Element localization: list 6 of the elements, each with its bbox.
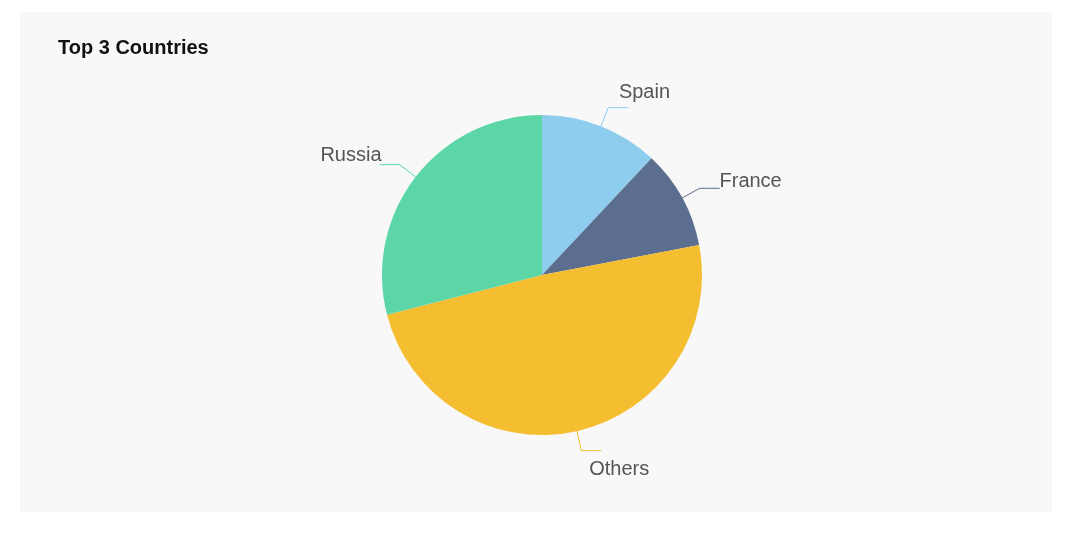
slice-label: France <box>719 168 782 191</box>
pie-slice <box>382 115 542 315</box>
text: Top 3 Countries <box>58 36 209 59</box>
slice-label: Russia <box>320 142 383 165</box>
slice-label: Spain <box>618 79 671 102</box>
slice-label: Others <box>589 457 650 480</box>
